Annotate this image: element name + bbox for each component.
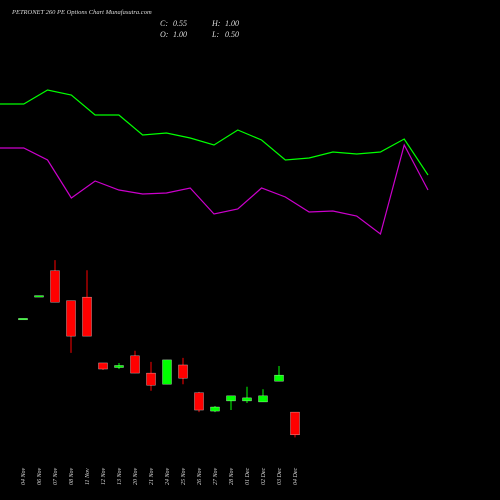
candle-body [50, 270, 60, 303]
x-tick-label: 06 Nov [37, 467, 43, 485]
x-tick-label: 03 Dec [277, 468, 283, 485]
x-tick-label: 04 Nov [20, 467, 27, 485]
x-tick-label: 04 Dec [292, 468, 299, 485]
x-tick-label: 13 Nov [117, 467, 123, 485]
candle-body [178, 364, 188, 379]
candle-body [114, 365, 124, 368]
candle-body [210, 406, 220, 412]
x-tick-label: 08 Nov [69, 467, 75, 485]
x-tick-label: 26 Nov [197, 467, 203, 485]
candle-body [82, 296, 92, 337]
x-tick-label: 20 Nov [133, 467, 139, 485]
summary-label: H: [211, 19, 221, 28]
line-series [0, 89, 429, 176]
summary-label: L: [211, 30, 219, 39]
candle-body [34, 295, 44, 298]
x-tick-label: 11 Nov [85, 468, 91, 485]
x-tick-label: 12 Nov [101, 467, 107, 485]
summary-label: O: [160, 30, 169, 39]
x-tick-label: 27 Nov [213, 467, 219, 485]
x-tick-label: 21 Nov [149, 467, 155, 485]
chart-title: PETRONET 260 PE Options Chart Munafasutr… [11, 9, 152, 16]
candle-body [66, 300, 76, 337]
candle-body [242, 397, 252, 402]
candle-body [130, 355, 140, 374]
summary-value: 1.00 [225, 19, 239, 28]
x-tick-label: 02 Dec [261, 468, 267, 485]
candle-body [226, 395, 236, 402]
candle-body [162, 359, 172, 385]
candle-body [146, 372, 156, 386]
x-tick-label: 07 Nov [53, 467, 59, 485]
x-tick-label: 28 Nov [229, 467, 235, 485]
candle-body [194, 392, 204, 411]
summary-value: 0.50 [225, 30, 239, 39]
candle-body [18, 318, 28, 321]
x-tick-label: 25 Nov [181, 467, 187, 485]
x-tick-label: 24 Nov [164, 467, 171, 485]
line-series [0, 143, 429, 236]
summary-label: C: [160, 19, 168, 28]
x-tick-label: 01 Dec [245, 468, 251, 485]
summary-value: 1.00 [173, 30, 187, 39]
candle-body [274, 374, 284, 382]
candle-body [258, 395, 268, 403]
candle-body [290, 411, 300, 436]
candle-body [98, 362, 108, 370]
summary-value: 0.55 [173, 19, 187, 28]
